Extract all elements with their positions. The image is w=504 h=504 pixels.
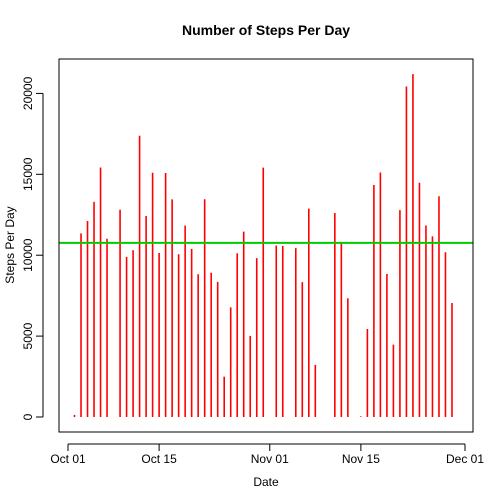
- y-tick-label: 5000: [21, 322, 35, 349]
- chart-title: Number of Steps Per Day: [182, 22, 350, 38]
- y-axis: 0 5000 10000 15000 20000: [21, 76, 44, 420]
- x-tick-label: Nov 15: [342, 452, 380, 466]
- y-tick-label: 15000: [21, 157, 35, 191]
- bars-group: [73, 74, 453, 417]
- x-tick-label: Nov 01: [251, 452, 289, 466]
- y-tick-label: 0: [21, 413, 35, 420]
- plot-frame: [58, 58, 474, 433]
- x-axis: Oct 01 Oct 15 Nov 01 Nov 15 Dec 01: [50, 443, 484, 466]
- y-tick-label: 10000: [21, 238, 35, 272]
- y-tick-label: 20000: [21, 76, 35, 110]
- y-axis-label: Steps Per Day: [3, 206, 17, 283]
- x-axis-label: Date: [253, 475, 279, 489]
- x-tick-label: Oct 01: [50, 452, 86, 466]
- x-tick-label: Oct 15: [141, 452, 177, 466]
- x-tick-label: Dec 01: [446, 452, 484, 466]
